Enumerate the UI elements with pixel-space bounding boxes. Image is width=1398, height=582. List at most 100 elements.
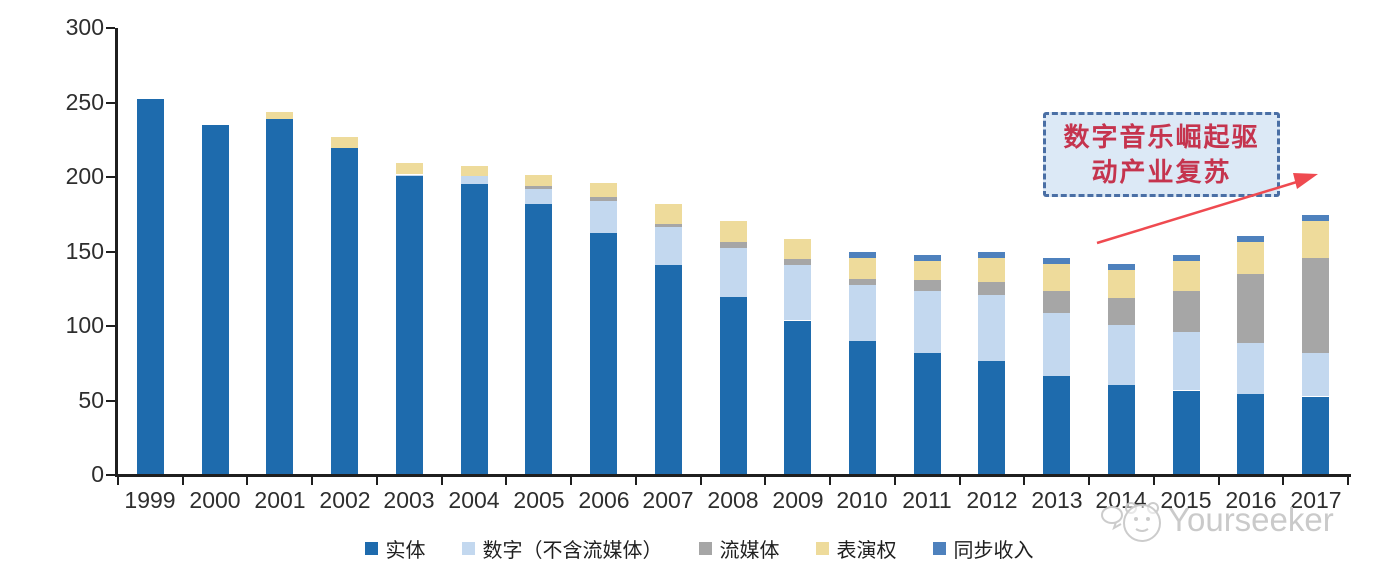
bar-2015-streaming <box>1173 290 1200 333</box>
x-axis-tick <box>894 477 896 485</box>
x-axis-line <box>115 474 1351 477</box>
yourseeker-mascot-logo <box>1101 502 1161 542</box>
bar-2013-streaming <box>1043 290 1070 314</box>
bar-2013-physical <box>1043 375 1070 474</box>
bar-2005-physical <box>525 204 552 474</box>
x-axis-category-label: 2005 <box>513 487 565 513</box>
legend-item-physical: 实体 <box>364 534 426 563</box>
x-axis-tick <box>1023 477 1025 485</box>
x-axis-tick <box>441 477 443 485</box>
bar-2010-physical <box>849 341 876 474</box>
bar-2014-performance-rights <box>1108 269 1135 299</box>
x-axis-tick <box>182 477 184 485</box>
bar-2007-performance-rights <box>655 204 682 224</box>
bar-2006-performance-rights <box>590 183 617 197</box>
bar-2010-streaming <box>849 278 876 285</box>
y-axis-tick <box>106 102 115 104</box>
y-axis-tick <box>106 176 115 178</box>
x-axis-category-label: 2007 <box>642 487 694 513</box>
y-axis-tick-label: 250 <box>65 89 104 115</box>
y-axis-tick <box>106 325 115 327</box>
bar-2010-digital-excl-streaming <box>849 284 876 342</box>
bar-2001-physical <box>266 119 293 474</box>
bar-2006-digital-excl-streaming <box>590 201 617 233</box>
y-axis-tick-label: 150 <box>65 238 104 264</box>
x-axis-category-label: 2012 <box>966 487 1018 513</box>
bar-2007-streaming <box>655 223 682 227</box>
bar-2009-streaming <box>784 259 811 266</box>
x-axis-tick <box>764 477 766 485</box>
bar-2011-physical <box>914 353 941 474</box>
chart-legend: 实体 数字（不含流媒体） 流媒体 表演权 同步收入 <box>0 534 1398 563</box>
legend-item-sync-revenue: 同步收入 <box>932 534 1034 563</box>
bar-2011-streaming <box>914 280 941 291</box>
bar-2005-streaming <box>525 186 552 190</box>
bar-2004-performance-rights <box>461 165 488 176</box>
bar-2008-performance-rights <box>720 220 747 242</box>
y-axis-tick <box>106 474 115 476</box>
annotation-callout: 数字音乐崛起驱 动产业复苏 <box>1043 112 1280 197</box>
x-axis-tick <box>959 477 961 485</box>
bar-2005-performance-rights <box>525 174 552 187</box>
bar-2011-performance-rights <box>914 260 941 281</box>
y-axis-tick-label: 0 <box>91 461 104 487</box>
y-axis-tick-label: 100 <box>65 312 104 338</box>
bar-2016-digital-excl-streaming <box>1237 342 1264 394</box>
bar-2016-performance-rights <box>1237 241 1264 275</box>
x-axis-tick <box>1153 477 1155 485</box>
bar-2008-digital-excl-streaming <box>720 247 747 297</box>
bar-2000-physical <box>202 125 229 474</box>
bar-2012-performance-rights <box>978 257 1005 282</box>
x-axis-category-label: 2016 <box>1225 487 1277 513</box>
watermark: Yourseeker <box>1100 495 1334 545</box>
bar-2012-physical <box>978 360 1005 474</box>
x-axis-category-label: 2015 <box>1160 487 1212 513</box>
bar-2010-sync-revenue <box>849 252 876 258</box>
bar-2016-sync-revenue <box>1237 235 1264 242</box>
bar-2009-digital-excl-streaming <box>784 265 811 321</box>
bar-2007-physical <box>655 265 682 474</box>
legend-swatch-performance-rights <box>815 542 829 555</box>
watermark-brand-text: Yourseeker <box>1168 501 1334 538</box>
bar-2015-physical <box>1173 390 1200 474</box>
annotation-text-line2: 动产业复苏 <box>1091 156 1232 187</box>
x-axis-tick <box>505 477 507 485</box>
y-axis-tick-label: 50 <box>78 387 104 413</box>
x-axis-tick <box>700 477 702 485</box>
bar-2003-performance-rights <box>396 162 423 175</box>
x-axis-category-label: 2004 <box>448 487 500 513</box>
legend-item-digital-excl-streaming: 数字（不含流媒体） <box>461 534 663 563</box>
bar-2003-digital-excl-streaming <box>396 174 423 176</box>
legend-item-streaming: 流媒体 <box>698 534 780 563</box>
bar-2017-physical <box>1302 396 1329 474</box>
bar-2002-physical <box>331 147 358 474</box>
bar-2001-performance-rights <box>266 111 293 120</box>
x-axis-tick <box>1347 477 1349 485</box>
bar-2016-streaming <box>1237 274 1264 343</box>
x-axis-category-label: 2001 <box>254 487 306 513</box>
bar-2014-physical <box>1108 384 1135 474</box>
y-axis-tick <box>106 251 115 253</box>
bar-2017-digital-excl-streaming <box>1302 353 1329 397</box>
x-axis-category-label: 2009 <box>772 487 824 513</box>
bar-2008-streaming <box>720 241 747 248</box>
x-axis-category-label: 2011 <box>902 487 952 513</box>
bar-2005-digital-excl-streaming <box>525 189 552 205</box>
y-axis-tick <box>106 400 115 402</box>
bar-2017-sync-revenue <box>1302 214 1329 221</box>
x-axis-tick <box>829 477 831 485</box>
x-axis-tick <box>635 477 637 485</box>
x-axis-category-label: 2013 <box>1031 487 1083 513</box>
x-axis-category-label: 1999 <box>124 487 176 513</box>
bar-2013-performance-rights <box>1043 263 1070 291</box>
y-axis-tick-label: 300 <box>65 14 104 40</box>
y-axis-line <box>115 28 118 477</box>
bar-2015-performance-rights <box>1173 260 1200 291</box>
annotation-text-line1: 数字音乐崛起驱 <box>1063 121 1260 152</box>
bar-2015-digital-excl-streaming <box>1173 332 1200 391</box>
bar-2004-digital-excl-streaming <box>461 176 488 184</box>
bar-2006-streaming <box>590 196 617 202</box>
legend-label-digital-excl-streaming: 数字（不含流媒体） <box>482 540 663 562</box>
bar-2015-sync-revenue <box>1173 255 1200 261</box>
